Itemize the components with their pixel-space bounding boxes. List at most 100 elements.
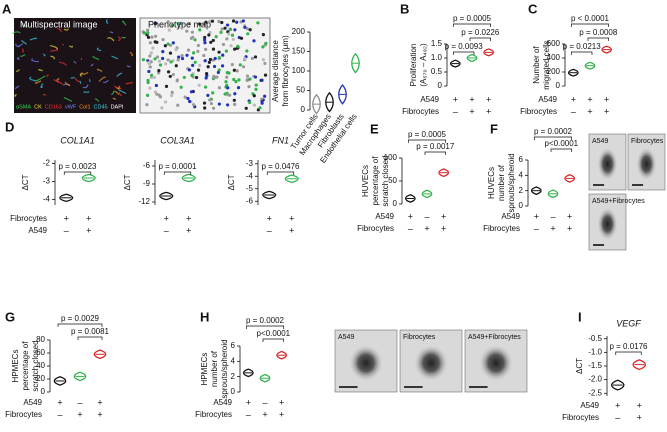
cell-dot (197, 83, 201, 87)
violin (584, 61, 596, 70)
tissue-fiber (29, 76, 38, 82)
cell-dot (204, 47, 208, 51)
condition-sign: + (86, 213, 91, 223)
cell-dot (171, 72, 175, 77)
cell-dot (177, 25, 181, 30)
cell-dot (235, 20, 239, 24)
cell-dot (183, 95, 187, 99)
y-axis-label: ΔCT (227, 174, 236, 190)
y-tick-label: 1.5 (431, 39, 443, 48)
cell-dot (166, 42, 170, 46)
y-axis-label: HPMECs (11, 350, 20, 383)
cell-dot (148, 86, 152, 90)
condition-sign: + (453, 94, 458, 104)
cell-dot (153, 90, 158, 94)
y-tick-label: -2.0 (588, 375, 602, 384)
violin (242, 368, 254, 378)
condition-sign: + (637, 400, 642, 410)
cell-dot (193, 60, 197, 64)
spheroid (636, 147, 657, 181)
violin (325, 91, 334, 113)
y-axis-label: ΔCT (21, 174, 30, 190)
condition-sign: – (77, 397, 82, 407)
p-value: p = 0.0093 (445, 42, 484, 51)
cell-dot (217, 50, 221, 54)
cell-dot (203, 59, 207, 63)
cell-dot (145, 93, 150, 97)
condition-sign: + (550, 223, 555, 233)
row-label: Fibrocytes (520, 107, 557, 116)
condition-sign: + (164, 213, 169, 223)
cell-dot (176, 103, 180, 107)
y-tick-label: 100 (292, 66, 306, 75)
cell-dot (148, 54, 152, 58)
cell-dot (260, 97, 264, 101)
significance-bracket (163, 171, 192, 175)
cell-dot (263, 73, 268, 77)
tissue-fiber (110, 90, 115, 96)
significance-bracket (245, 325, 285, 329)
cell-dot (151, 46, 155, 50)
tissue-fiber (19, 54, 26, 57)
cell-dot (252, 94, 256, 98)
cell-dot (170, 90, 174, 94)
y-tick-label: 1.0 (431, 53, 443, 62)
cell-dot (196, 43, 200, 48)
cell-dot (198, 28, 202, 32)
condition-sign: + (571, 94, 576, 104)
condition-sign: + (267, 213, 272, 223)
y-tick-label: 80 (36, 335, 45, 344)
condition-sign: + (469, 94, 474, 104)
y-tick-label: 0.5 (431, 67, 443, 76)
tissue-fiber (111, 55, 119, 60)
cell-dot (168, 74, 172, 79)
cell-dot (258, 106, 262, 110)
panel-label: I (578, 309, 582, 324)
condition-sign: + (604, 94, 609, 104)
tissue-fiber (122, 20, 127, 26)
violin (421, 189, 433, 199)
y-axis-label: migrated cells (542, 40, 551, 89)
y-tick-label: 0 (301, 105, 306, 114)
cell-dot (233, 47, 237, 51)
p-value: p = 0.0476 (261, 162, 300, 171)
y-tick-label: 6 (519, 155, 524, 164)
cell-dot (237, 78, 241, 82)
cell-dot (170, 23, 175, 27)
y-tick-label: 400 (547, 53, 561, 62)
row-label: A549 (538, 95, 557, 104)
condition-sign: – (57, 409, 62, 419)
y-tick-label: 2 (231, 372, 236, 381)
condition-sign: + (486, 106, 491, 116)
tissue-fiber (116, 85, 121, 90)
cell-dot (146, 28, 150, 32)
panel-label: H (200, 309, 209, 324)
cell-dot (158, 63, 163, 67)
panel-label: A (2, 1, 12, 16)
cell-dot (202, 22, 206, 26)
cell-dot (248, 77, 252, 81)
cell-dot (167, 28, 171, 32)
y-axis-label: number of (210, 350, 219, 387)
tissue-fiber (118, 91, 123, 96)
cell-dot (204, 85, 208, 89)
significance-bracket (615, 351, 642, 355)
spheroid (597, 147, 618, 181)
cell-dot (180, 22, 184, 26)
cell-dot (189, 90, 194, 94)
panel-label: D (5, 119, 14, 134)
cell-dot (232, 77, 236, 82)
p-value: p = 0.0081 (71, 327, 110, 336)
cell-dot (161, 56, 165, 61)
cell-dot (147, 60, 151, 65)
significance-bracket (533, 136, 573, 140)
cell-dot (153, 40, 157, 44)
y-tick-label: -12 (138, 197, 150, 206)
violin (632, 359, 646, 371)
y-axis-label: ΔCT (123, 174, 132, 190)
significance-bracket (469, 37, 492, 41)
cell-dot (179, 85, 183, 89)
tissue-fiber (129, 51, 133, 57)
cell-dot (254, 87, 258, 91)
cell-dot (210, 19, 215, 23)
